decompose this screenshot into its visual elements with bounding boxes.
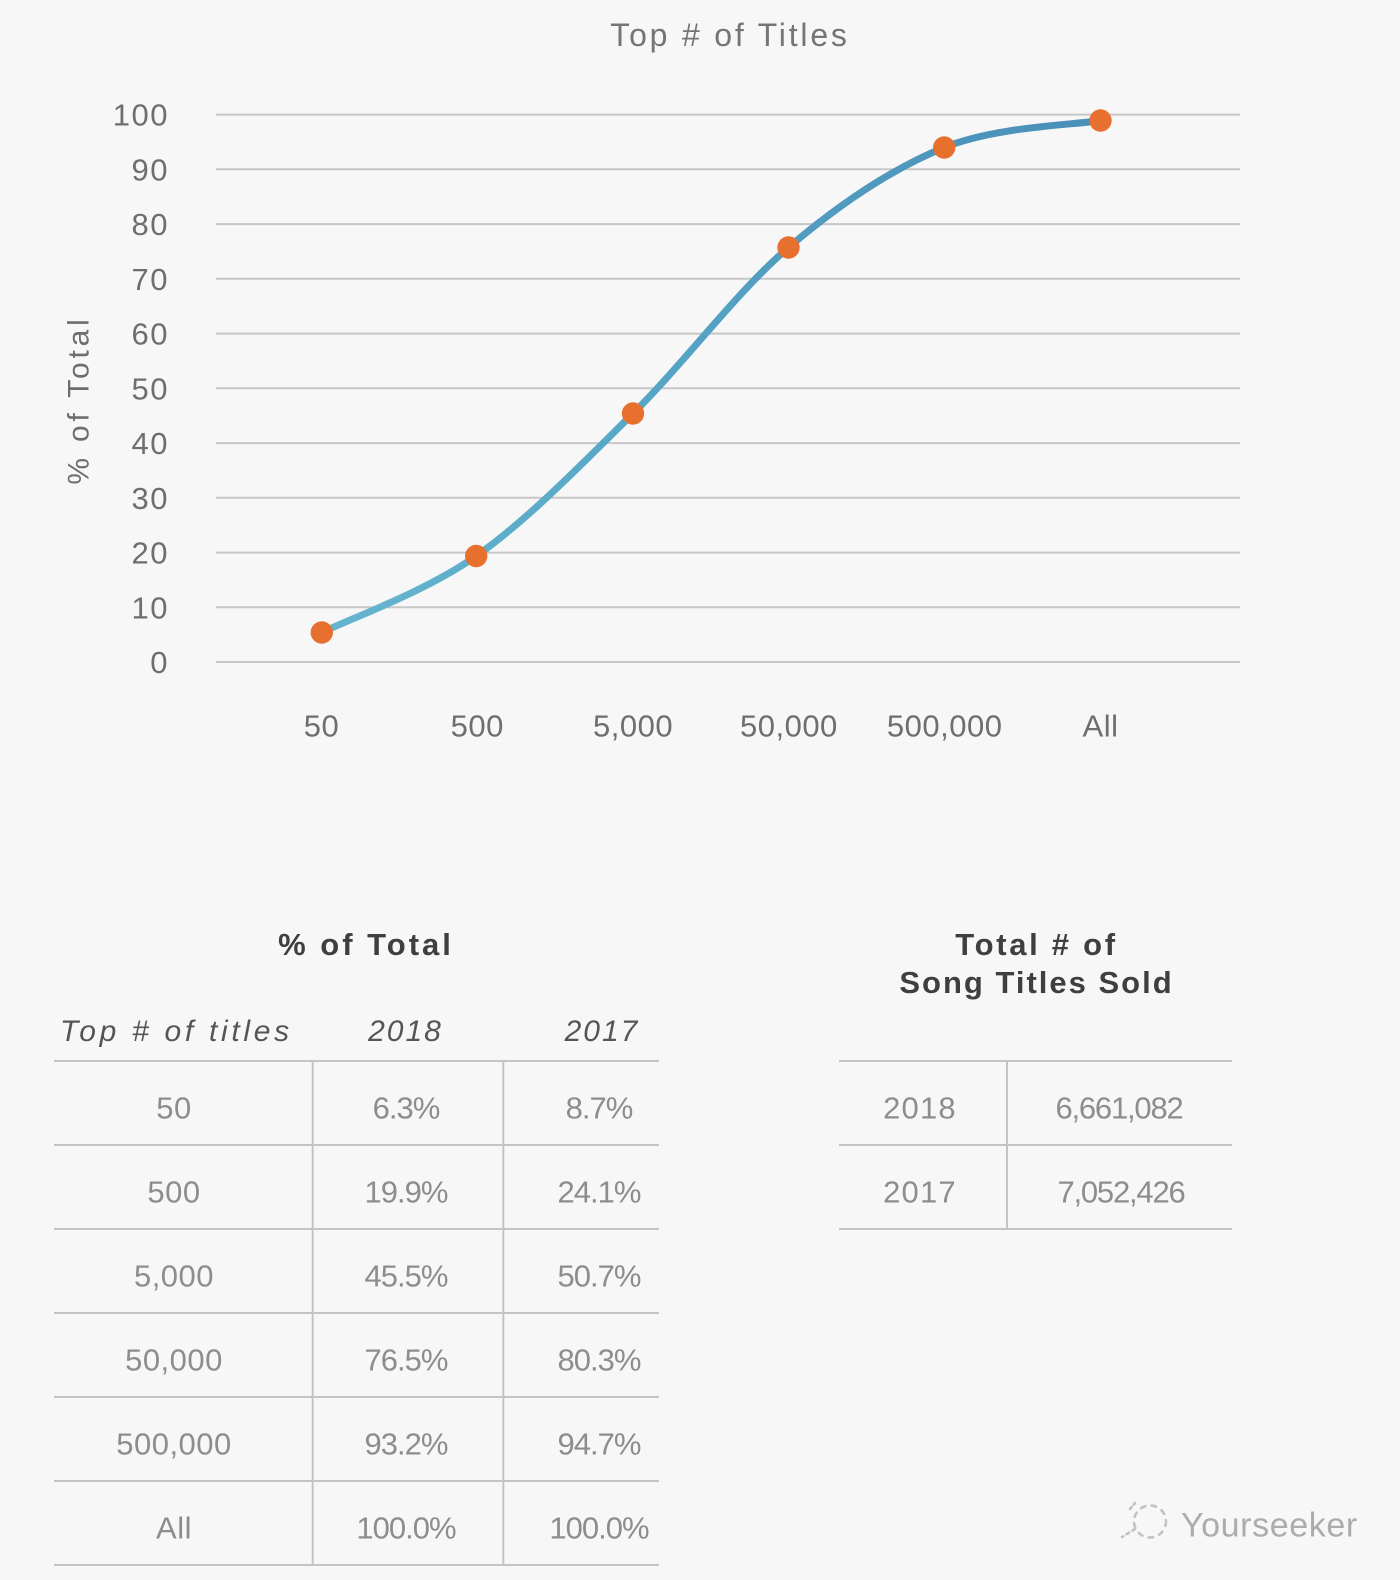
svg-text:45.5%: 45.5% (365, 1259, 448, 1294)
svg-text:50: 50 (156, 1091, 191, 1126)
svg-text:0: 0 (150, 645, 169, 680)
svg-text:50,000: 50,000 (740, 709, 838, 744)
svg-text:50,000: 50,000 (125, 1343, 223, 1378)
svg-text:100.0%: 100.0% (549, 1511, 649, 1546)
svg-text:40: 40 (132, 426, 169, 461)
svg-text:10: 10 (132, 590, 169, 625)
svg-text:500: 500 (147, 1175, 200, 1210)
svg-text:19.9%: 19.9% (365, 1175, 448, 1210)
svg-text:30: 30 (132, 481, 169, 516)
svg-text:500: 500 (451, 709, 504, 744)
svg-text:90: 90 (132, 152, 169, 187)
svg-text:6.3%: 6.3% (373, 1091, 440, 1126)
svg-text:60: 60 (132, 317, 169, 352)
svg-text:5,000: 5,000 (134, 1259, 214, 1294)
svg-text:5,000: 5,000 (593, 709, 673, 744)
svg-text:All: All (156, 1511, 192, 1546)
svg-text:24.1%: 24.1% (558, 1175, 641, 1210)
svg-text:100: 100 (113, 98, 169, 133)
svg-text:8.7%: 8.7% (566, 1091, 633, 1126)
svg-text:% of Total: % of Total (63, 315, 96, 484)
svg-text:Song Titles Sold: Song Titles Sold (899, 965, 1173, 1000)
svg-text:Top # of titles: Top # of titles (60, 1015, 293, 1048)
svg-text:100.0%: 100.0% (356, 1511, 456, 1546)
svg-text:80.3%: 80.3% (558, 1343, 641, 1378)
svg-text:2017: 2017 (564, 1015, 640, 1048)
svg-text:94.7%: 94.7% (558, 1427, 641, 1462)
svg-text:All: All (1083, 709, 1119, 744)
svg-text:6,661,082: 6,661,082 (1055, 1091, 1182, 1126)
svg-text:% of Total: % of Total (278, 927, 454, 962)
svg-text:76.5%: 76.5% (365, 1343, 448, 1378)
svg-text:Total # of: Total # of (955, 927, 1117, 962)
svg-text:70: 70 (132, 262, 169, 297)
svg-text:93.2%: 93.2% (365, 1427, 448, 1462)
svg-text:500,000: 500,000 (887, 709, 1003, 744)
svg-text:7,052,426: 7,052,426 (1057, 1175, 1184, 1210)
svg-text:500,000: 500,000 (116, 1427, 232, 1462)
svg-text:20: 20 (132, 536, 169, 571)
svg-text:2018: 2018 (367, 1015, 443, 1048)
svg-text:50: 50 (304, 709, 339, 744)
svg-text:50: 50 (132, 371, 169, 406)
svg-text:2017: 2017 (883, 1175, 957, 1210)
svg-text:2018: 2018 (883, 1091, 957, 1126)
svg-text:Yourseeker: Yourseeker (1181, 1507, 1358, 1545)
svg-text:50.7%: 50.7% (558, 1259, 641, 1294)
svg-text:Top # of Titles: Top # of Titles (610, 17, 849, 53)
svg-text:80: 80 (132, 207, 169, 242)
